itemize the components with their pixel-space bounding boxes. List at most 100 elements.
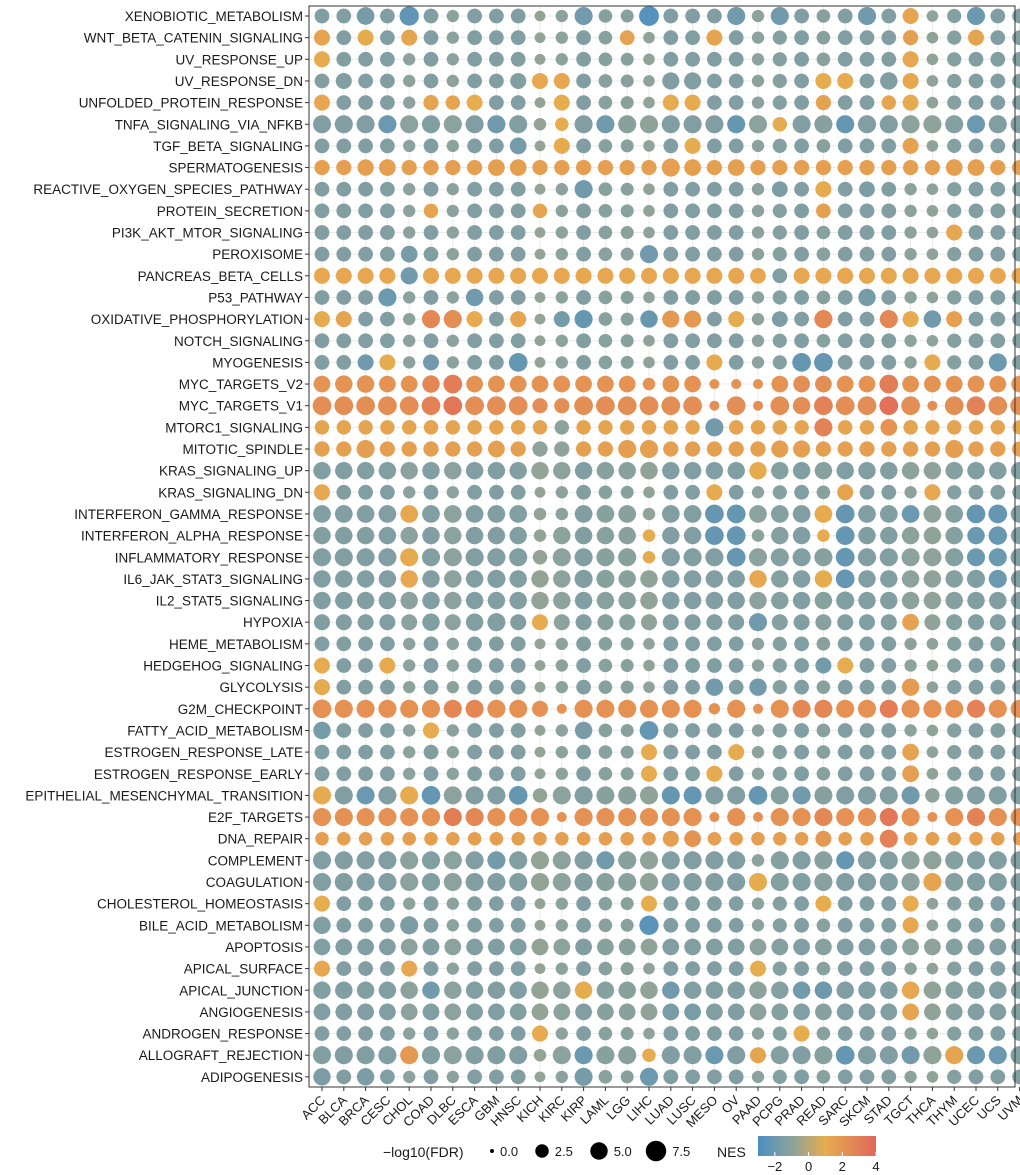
dot-p53_pathway-ucec	[968, 290, 984, 305]
dot-dna_repair-lusc	[684, 830, 701, 848]
dot-notch_signaling-stad	[881, 333, 897, 349]
dot-reactive_oxygen_species_pathway-dlbc	[446, 183, 459, 196]
dot-glycolysis-read	[816, 680, 831, 694]
dot-unfolded_protein_response-esca	[466, 94, 483, 111]
dot-g2m_checkpoint-blca	[334, 699, 353, 718]
dot-androgen_response-stad	[881, 1026, 897, 1041]
dot-estrogen_response_late-ucs	[990, 744, 1006, 760]
color-legend-bar	[758, 1136, 876, 1156]
dot-spermatogenesis-coad	[423, 159, 439, 176]
dot-myc_targets_v2-kich	[531, 375, 549, 393]
dot-myc_targets_v1-coad	[421, 396, 441, 416]
dot-g2m_checkpoint-ucs	[988, 699, 1007, 718]
dot-apoptosis-kirc	[553, 938, 571, 956]
dot-cholesterol_homeostasis-skcm	[859, 896, 875, 912]
y-tick-label: UV_RESPONSE_DN	[175, 74, 303, 89]
dot-angiogenesis-coad	[422, 1003, 440, 1021]
dot-reactive_oxygen_species_pathway-lihc	[643, 183, 655, 195]
dot-tgf_beta_signaling-ov	[728, 138, 744, 154]
dot-notch_signaling-pcpg	[772, 333, 787, 348]
dot-tgf_beta_signaling-ucs	[990, 138, 1006, 154]
dot-estrogen_response_late-skcm	[859, 744, 875, 760]
dot-myc_targets_v2-acc	[313, 375, 331, 393]
dot-hypoxia-sarc	[837, 614, 854, 631]
dot-myc_targets_v2-esca	[466, 375, 483, 393]
dot-hypoxia-ucs	[989, 614, 1006, 631]
dot-p53_pathway-hnsc	[510, 290, 526, 305]
dot-allograft_rejection-chol	[400, 1046, 419, 1065]
dot-mitotic_spindle-brca	[356, 439, 375, 459]
dot-reactive_oxygen_species_pathway-ucec	[968, 181, 984, 197]
dot-estrogen_response_early-chol	[403, 767, 416, 780]
dot-p53_pathway-kirp	[576, 290, 591, 305]
dot-pi3k_akt_mtor_signaling-hnsc	[510, 225, 526, 240]
dot-coagulation-tgct	[901, 872, 920, 892]
dot-reactive_oxygen_species_pathway-lusc	[685, 181, 700, 197]
dot-heme_metabolism-blca	[336, 636, 352, 652]
dot-glycolysis-lusc	[685, 679, 700, 695]
dot-il2_stat5_signaling-acc	[313, 591, 331, 610]
dot-coagulation-kirc	[552, 872, 571, 892]
dot-il2_stat5_signaling-blca	[335, 591, 353, 610]
dot-interferon_alpha_response-laml	[596, 526, 615, 545]
dot-xenobiotic_metabolism-kirc	[555, 9, 568, 23]
dot-wnt_beta_catenin_signaling-skcm	[859, 30, 875, 46]
dot-il6_jak_stat3_signaling-ucec	[966, 569, 986, 588]
dot-glycolysis-lihc	[643, 681, 655, 693]
dot-adipogenesis-coad	[423, 1069, 439, 1085]
dot-allograft_rejection-cesc	[378, 1046, 397, 1065]
dot-fatty_acid_metabolism-ucec	[968, 723, 984, 738]
dot-epithelial_mesenchymal_transition-kirc	[552, 786, 571, 805]
dot-kras_signaling_dn-hnsc	[510, 484, 526, 500]
dot-apoptosis-lusc	[684, 938, 701, 956]
dot-complement-sarc	[836, 851, 855, 870]
dot-il6_jak_stat3_signaling-lgg	[618, 570, 636, 588]
dot-apical_surface-blca	[336, 961, 352, 976]
dot-reactive_oxygen_species_pathway-acc	[314, 181, 330, 197]
dot-protein_secretion-dlbc	[446, 204, 459, 218]
dot-inflammatory_response-brca	[356, 548, 375, 567]
dot-kras_signaling_dn-acc	[314, 484, 330, 501]
dot-spermatogenesis-lusc	[684, 159, 701, 176]
dot-apoptosis-lgg	[618, 938, 636, 956]
dot-kras_signaling_dn-uvm	[1012, 484, 1020, 500]
dot-estrogen_response_early-esca	[467, 766, 482, 782]
dot-complement-ov	[727, 851, 746, 870]
dot-myc_targets_v1-skcm	[857, 396, 877, 416]
dot-fatty_acid_metabolism-kich	[534, 725, 546, 736]
dot-interferon_alpha_response-stad	[880, 526, 898, 545]
dot-estrogen_response_late-meso	[707, 744, 722, 760]
dot-notch_signaling-kirp	[576, 333, 591, 349]
dot-myc_targets_v1-cesc	[378, 396, 397, 416]
dot-reactive_oxygen_species_pathway-ov	[728, 181, 744, 197]
dot-dna_repair-lgg	[620, 831, 634, 846]
dot-uv_response_dn-laml	[598, 74, 613, 88]
dot-wnt_beta_catenin_signaling-thym	[947, 30, 962, 45]
dot-uv_response_up-luad	[663, 51, 679, 67]
dot-apical_junction-ucs	[989, 981, 1007, 999]
dot-apoptosis-lihc	[640, 938, 658, 956]
dot-epithelial_mesenchymal_transition-lihc	[639, 786, 659, 805]
dot-estrogen_response_late-blca	[336, 744, 352, 760]
dot-reactive_oxygen_species_pathway-laml	[598, 182, 613, 196]
dot-interferon_gamma_response-ucs	[988, 504, 1008, 524]
dot-pancreas_beta_cells-brca	[357, 267, 374, 284]
dot-e2f_targets-kirp	[574, 808, 593, 827]
dot-coagulation-esca	[465, 872, 484, 892]
dot-wnt_beta_catenin_signaling-lgg	[619, 30, 635, 46]
dot-cholesterol_homeostasis-blca	[336, 896, 352, 912]
dot-p53_pathway-thca	[926, 291, 939, 304]
dot-complement-esca	[465, 851, 484, 870]
dot-dna_repair-kirp	[576, 831, 591, 846]
dot-unfolded_protein_response-pcpg	[772, 95, 787, 110]
dot-fatty_acid_metabolism-thca	[926, 724, 939, 737]
dot-oxidative_phosphorylation-ucs	[990, 311, 1006, 327]
dot-interferon_gamma_response-dlbc	[443, 505, 462, 523]
dot-kras_signaling_up-dlbc	[444, 461, 462, 480]
dot-protein_secretion-kirp	[576, 203, 591, 219]
dot-interferon_gamma_response-kich	[533, 507, 547, 521]
dot-estrogen_response_late-acc	[314, 744, 330, 760]
dot-hypoxia-ov	[728, 614, 745, 631]
dot-apical_junction-dlbc	[444, 981, 462, 999]
dot-mitotic_spindle-luad	[663, 441, 679, 457]
